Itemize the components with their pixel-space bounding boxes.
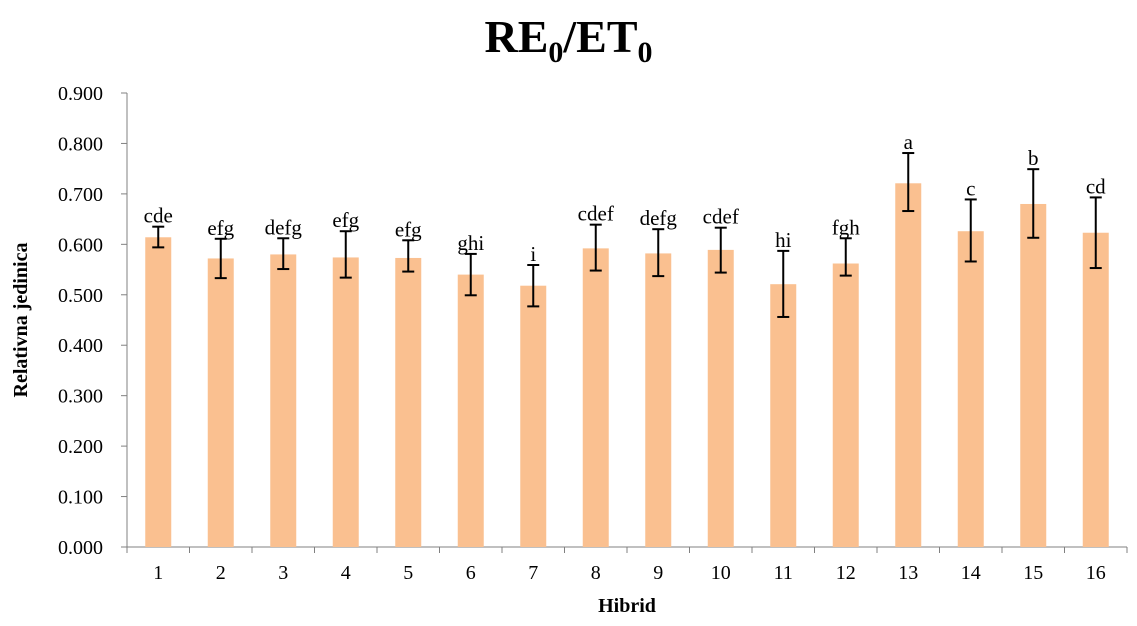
y-tick-label: 0.000 <box>58 537 103 559</box>
bar <box>207 258 234 547</box>
significance-label: hi <box>775 228 792 252</box>
significance-label: c <box>966 176 975 200</box>
bar <box>832 263 859 547</box>
x-tick-label: 11 <box>774 562 793 584</box>
significance-label: i <box>530 242 536 266</box>
x-tick-label: 13 <box>898 562 918 584</box>
x-tick-label: 3 <box>278 562 288 584</box>
y-tick-label: 0.600 <box>58 234 103 256</box>
bar <box>957 231 984 547</box>
significance-label: cdef <box>703 205 739 229</box>
error-bar <box>214 237 227 280</box>
bar <box>1082 232 1109 547</box>
significance-label: a <box>904 130 914 154</box>
error-bar <box>1089 196 1102 270</box>
y-tick-label: 0.900 <box>58 83 103 105</box>
y-tick-label: 0.400 <box>58 335 103 357</box>
error-bar <box>402 239 415 273</box>
bar <box>895 183 922 547</box>
x-tick-label: 9 <box>653 562 663 584</box>
error-bar <box>339 230 352 279</box>
error-bar <box>527 264 540 308</box>
significance-label: cd <box>1086 174 1106 198</box>
y-axis: 0.000 0.100 0.200 0.300 0.400 0.500 0.600 0.700… <box>58 83 128 559</box>
error-bar <box>714 226 727 274</box>
error-bar <box>277 237 290 271</box>
error-bar <box>589 223 602 272</box>
significance-label: defg <box>265 215 303 239</box>
x-tick-label: 2 <box>216 562 226 584</box>
x-tick-label: 10 <box>711 562 731 584</box>
significance-labels: cde efg defg efg efg ghi i cdef defg cdef hi fgh a c b… <box>144 130 1106 266</box>
bar <box>457 274 484 547</box>
significance-label: efg <box>332 208 359 232</box>
y-tick-label: 0.200 <box>58 436 103 458</box>
error-bar <box>964 198 977 263</box>
y-tick-label: 0.800 <box>58 133 103 155</box>
error-bar <box>839 237 852 277</box>
significance-label: efg <box>207 216 234 240</box>
y-tick-label: 0.700 <box>58 184 103 206</box>
significance-label: fgh <box>832 215 860 239</box>
chart-title: RE0/ET0 <box>0 6 1137 68</box>
x-tick-label: 4 <box>341 562 351 584</box>
bars <box>145 183 1109 548</box>
error-bar <box>464 252 477 297</box>
x-tick-label: 14 <box>961 562 981 584</box>
y-tick-label: 0.100 <box>58 487 103 509</box>
error-bar <box>152 225 165 249</box>
x-tick-label: 5 <box>403 562 413 584</box>
title-subscript-re: 0 <box>548 36 564 69</box>
error-bars <box>152 152 1102 318</box>
title-part-re: RE <box>484 11 549 62</box>
bar <box>145 237 172 547</box>
bar <box>270 254 297 547</box>
significance-label: cdef <box>578 202 614 226</box>
error-bar <box>777 249 790 318</box>
bar <box>707 249 734 548</box>
bar <box>770 284 797 547</box>
x-tick-label: 1 <box>153 562 163 584</box>
x-tick-label: 12 <box>836 562 856 584</box>
significance-label: ghi <box>457 231 484 255</box>
error-bar <box>1027 168 1040 239</box>
bar <box>520 285 547 547</box>
x-axis: 1 2 3 4 5 6 7 8 9 10 11 12 13 14 15 16 <box>126 546 1128 584</box>
y-tick-label: 0.300 <box>58 386 103 408</box>
bar <box>582 248 609 547</box>
title-subscript-et: 0 <box>637 36 653 69</box>
bar <box>1020 203 1047 547</box>
x-tick-label: 15 <box>1023 562 1043 584</box>
significance-label: defg <box>640 206 678 230</box>
error-bar <box>902 152 915 213</box>
error-bar <box>652 228 665 278</box>
x-tick-label: 8 <box>591 562 601 584</box>
x-axis-title: Hibrid <box>598 595 656 617</box>
bar <box>395 257 422 547</box>
y-tick-label: 0.500 <box>58 285 103 307</box>
y-axis-title: Relativna jedinica <box>10 243 32 398</box>
bar <box>645 253 672 547</box>
significance-label: efg <box>395 217 422 241</box>
x-tick-label: 16 <box>1086 562 1106 584</box>
significance-label: b <box>1028 146 1039 170</box>
bar <box>332 257 359 547</box>
significance-label: cde <box>144 204 173 228</box>
x-tick-label: 6 <box>466 562 476 584</box>
x-tick-label: 7 <box>528 562 538 584</box>
title-part-et: /ET <box>563 11 638 62</box>
